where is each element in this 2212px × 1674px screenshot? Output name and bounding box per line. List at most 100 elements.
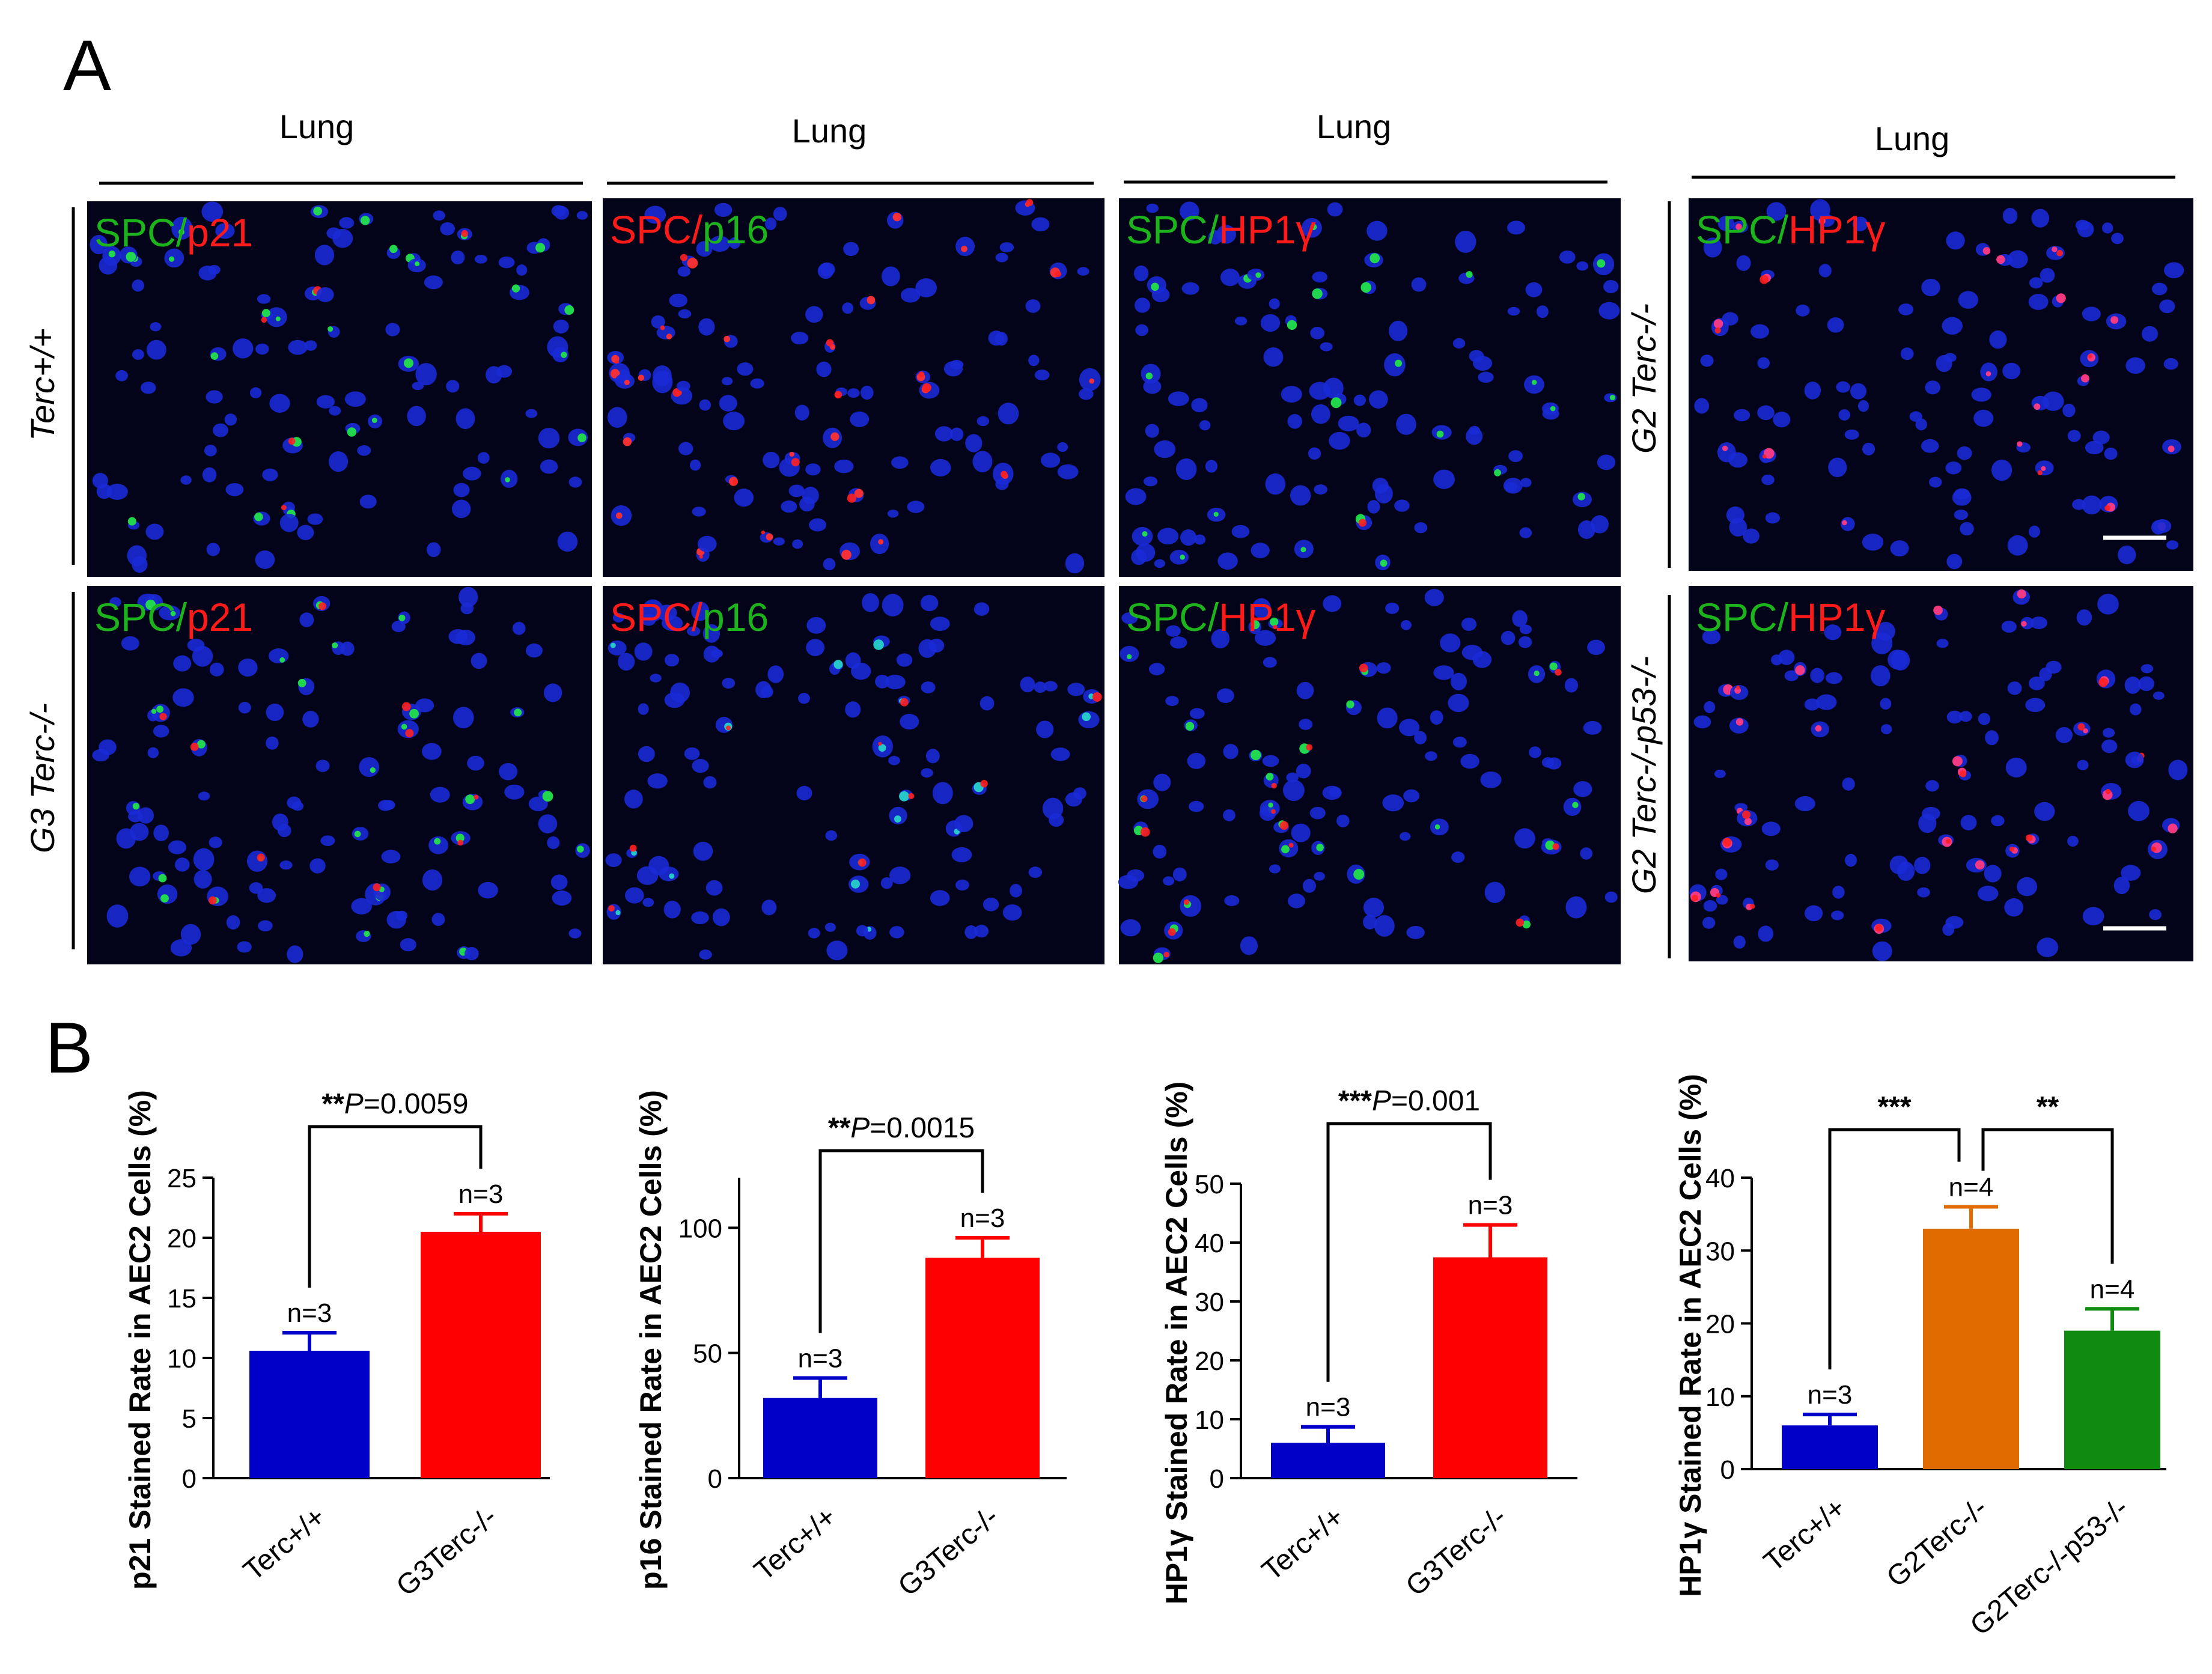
y-tick-label: 30 (1195, 1288, 1224, 1317)
stain-label-marker: p16 (702, 207, 769, 252)
y-tick-label: 25 (167, 1164, 197, 1193)
bar-Terc+/+ (1271, 1443, 1385, 1478)
micrograph-cells (92, 586, 590, 963)
micrograph-label: SPC/HP1γ (1126, 207, 1315, 252)
n-label: n=3 (287, 1298, 332, 1328)
y-tick-label: 10 (167, 1344, 197, 1374)
y-tick-label: 15 (167, 1284, 197, 1313)
stain-label-spc: SPC/ (1126, 207, 1219, 252)
y-tick-label: 5 (182, 1404, 197, 1434)
column-header-4: Lung (1875, 120, 1950, 157)
p-symbol: P (850, 1112, 870, 1144)
stain-label-spc: SPC/ (1126, 595, 1219, 639)
y-axis-label-text: p16 Stained Rate in AEC2 Cells (%) (634, 1090, 668, 1590)
row-label-g3-terc-ko: G3 Terc-/- (23, 703, 61, 853)
y-tick-label: 50 (693, 1339, 722, 1369)
y-tick-label: 10 (1705, 1383, 1735, 1412)
n-label: n=3 (960, 1204, 1005, 1233)
y-axis-label: HP1γ Stained Rate in AEC2 Cells (%) (1674, 1074, 1707, 1597)
y-tick-label: 50 (1195, 1170, 1224, 1199)
micrograph-r1c2: SPC/p16 (603, 198, 1104, 577)
significance-bracket (1828, 1128, 1961, 1370)
micrograph-r1c4: SPC/HP1γ (1689, 198, 2193, 571)
y-axis-label-prefix: HP1γ (1160, 1521, 1193, 1604)
row-label-terc-wt: Terc+/+ (23, 328, 61, 441)
significance-label: **P=0.0059 (321, 1088, 468, 1120)
y-tick-label: 100 (678, 1214, 722, 1243)
micrograph-label: SPC/HP1γ (1696, 595, 1885, 639)
stain-label-marker: p21 (187, 595, 253, 639)
panel-b-letter: B (45, 1008, 93, 1088)
stain-label-marker: HP1γ (1788, 207, 1885, 252)
significance-bracket (308, 1125, 483, 1288)
y-axis-label: HP1γ Stained Rate in AEC2 Cells (%) (1160, 1082, 1193, 1605)
y-axis-label: p21 Stained Rate in AEC2 Cells (%) (123, 1090, 157, 1590)
y-tick-label: 0 (182, 1464, 197, 1494)
micrograph-label: SPC/HP1γ (1126, 595, 1315, 639)
significance-stars: ** (321, 1088, 344, 1120)
significance-stars: *** (1338, 1085, 1372, 1117)
row-label-g2-terc-p53-ko: G2 Terc-/-p53-/- (1625, 656, 1663, 894)
micrograph-r1c1: SPC/p21 (87, 201, 592, 577)
bar-G3Terc-/- (421, 1232, 541, 1478)
significance-stars: ** (828, 1112, 851, 1144)
bar-G2Terc-/- (1923, 1228, 2019, 1469)
y-axis-label: p16 Stained Rate in AEC2 Cells (%) (634, 1090, 668, 1590)
micrograph-label: SPC/HP1γ (1696, 207, 1885, 252)
row-label-g2-terc-ko: G2 Terc-/- (1625, 303, 1663, 454)
p-value: =0.001 (1391, 1085, 1480, 1117)
micrograph-cells (607, 199, 1101, 574)
micrograph-background (87, 201, 592, 577)
significance-bracket (1981, 1128, 2114, 1264)
stain-label-spc: SPC/ (1696, 595, 1789, 639)
p-symbol: P (344, 1088, 364, 1120)
panel-a-letter: A (63, 25, 111, 106)
n-label: n=3 (1808, 1380, 1853, 1410)
stain-label-marker: HP1γ (1788, 595, 1885, 639)
y-tick-label: 20 (1705, 1310, 1735, 1339)
bar-Terc+/+ (763, 1398, 877, 1478)
micrograph-background (603, 586, 1104, 964)
stain-label-marker: HP1γ (1219, 207, 1315, 252)
stain-label-spc: SPC/ (94, 595, 187, 639)
y-axis-label-text: p21 Stained Rate in AEC2 Cells (%) (123, 1090, 157, 1590)
column-header-1: Lung (279, 108, 355, 145)
micrograph-cells (1689, 589, 2188, 961)
y-tick-label: 40 (1195, 1229, 1224, 1258)
stain-label-spc: SPC/ (610, 207, 703, 252)
y-axis-label-text: Stained Rate in AEC2 Cells (%) (1674, 1074, 1707, 1514)
n-label: n=3 (1468, 1191, 1513, 1220)
micrograph-r2c4: SPC/HP1γ (1689, 586, 2193, 961)
stain-label-marker: p16 (702, 595, 769, 639)
stain-label-spc: SPC/ (94, 210, 187, 255)
micrograph-r2c3: SPC/HP1γ (1118, 586, 1621, 964)
micrograph-cells (1125, 201, 1620, 571)
bar-Terc+/+ (1782, 1425, 1878, 1469)
column-header-3: Lung (1317, 108, 1392, 145)
stain-label-marker: p21 (187, 210, 253, 255)
bar-G3Terc-/- (925, 1258, 1040, 1478)
column-header-2: Lung (792, 112, 867, 150)
y-axis-label-prefix: HP1γ (1674, 1514, 1707, 1597)
y-tick-label: 10 (1195, 1405, 1224, 1435)
n-label: n=4 (2090, 1274, 2135, 1304)
p-value: =0.0059 (364, 1088, 469, 1120)
micrograph-r1c3: SPC/HP1γ (1119, 198, 1621, 577)
bar-charts: 0 5 10 15 20 25 p21 Stained Rate in AEC2 Cells… (123, 1074, 2166, 1642)
significance-stars: ** (2037, 1091, 2059, 1123)
y-tick-label: 30 (1705, 1237, 1735, 1266)
significance-bracket (818, 1149, 984, 1333)
significance-label: ***P=0.001 (1338, 1085, 1480, 1117)
y-tick-label: 20 (167, 1224, 197, 1253)
micrograph-cells (605, 593, 1102, 961)
p-symbol: P (1372, 1085, 1391, 1117)
y-tick-label: 20 (1195, 1347, 1224, 1376)
micrograph-label: SPC/p21 (94, 595, 253, 639)
significance-bracket (1326, 1122, 1492, 1382)
micrograph-background (1689, 586, 2193, 961)
n-label: n=4 (1949, 1173, 1994, 1202)
micrograph-label: SPC/p16 (610, 595, 769, 639)
y-tick-label: 0 (708, 1464, 722, 1494)
